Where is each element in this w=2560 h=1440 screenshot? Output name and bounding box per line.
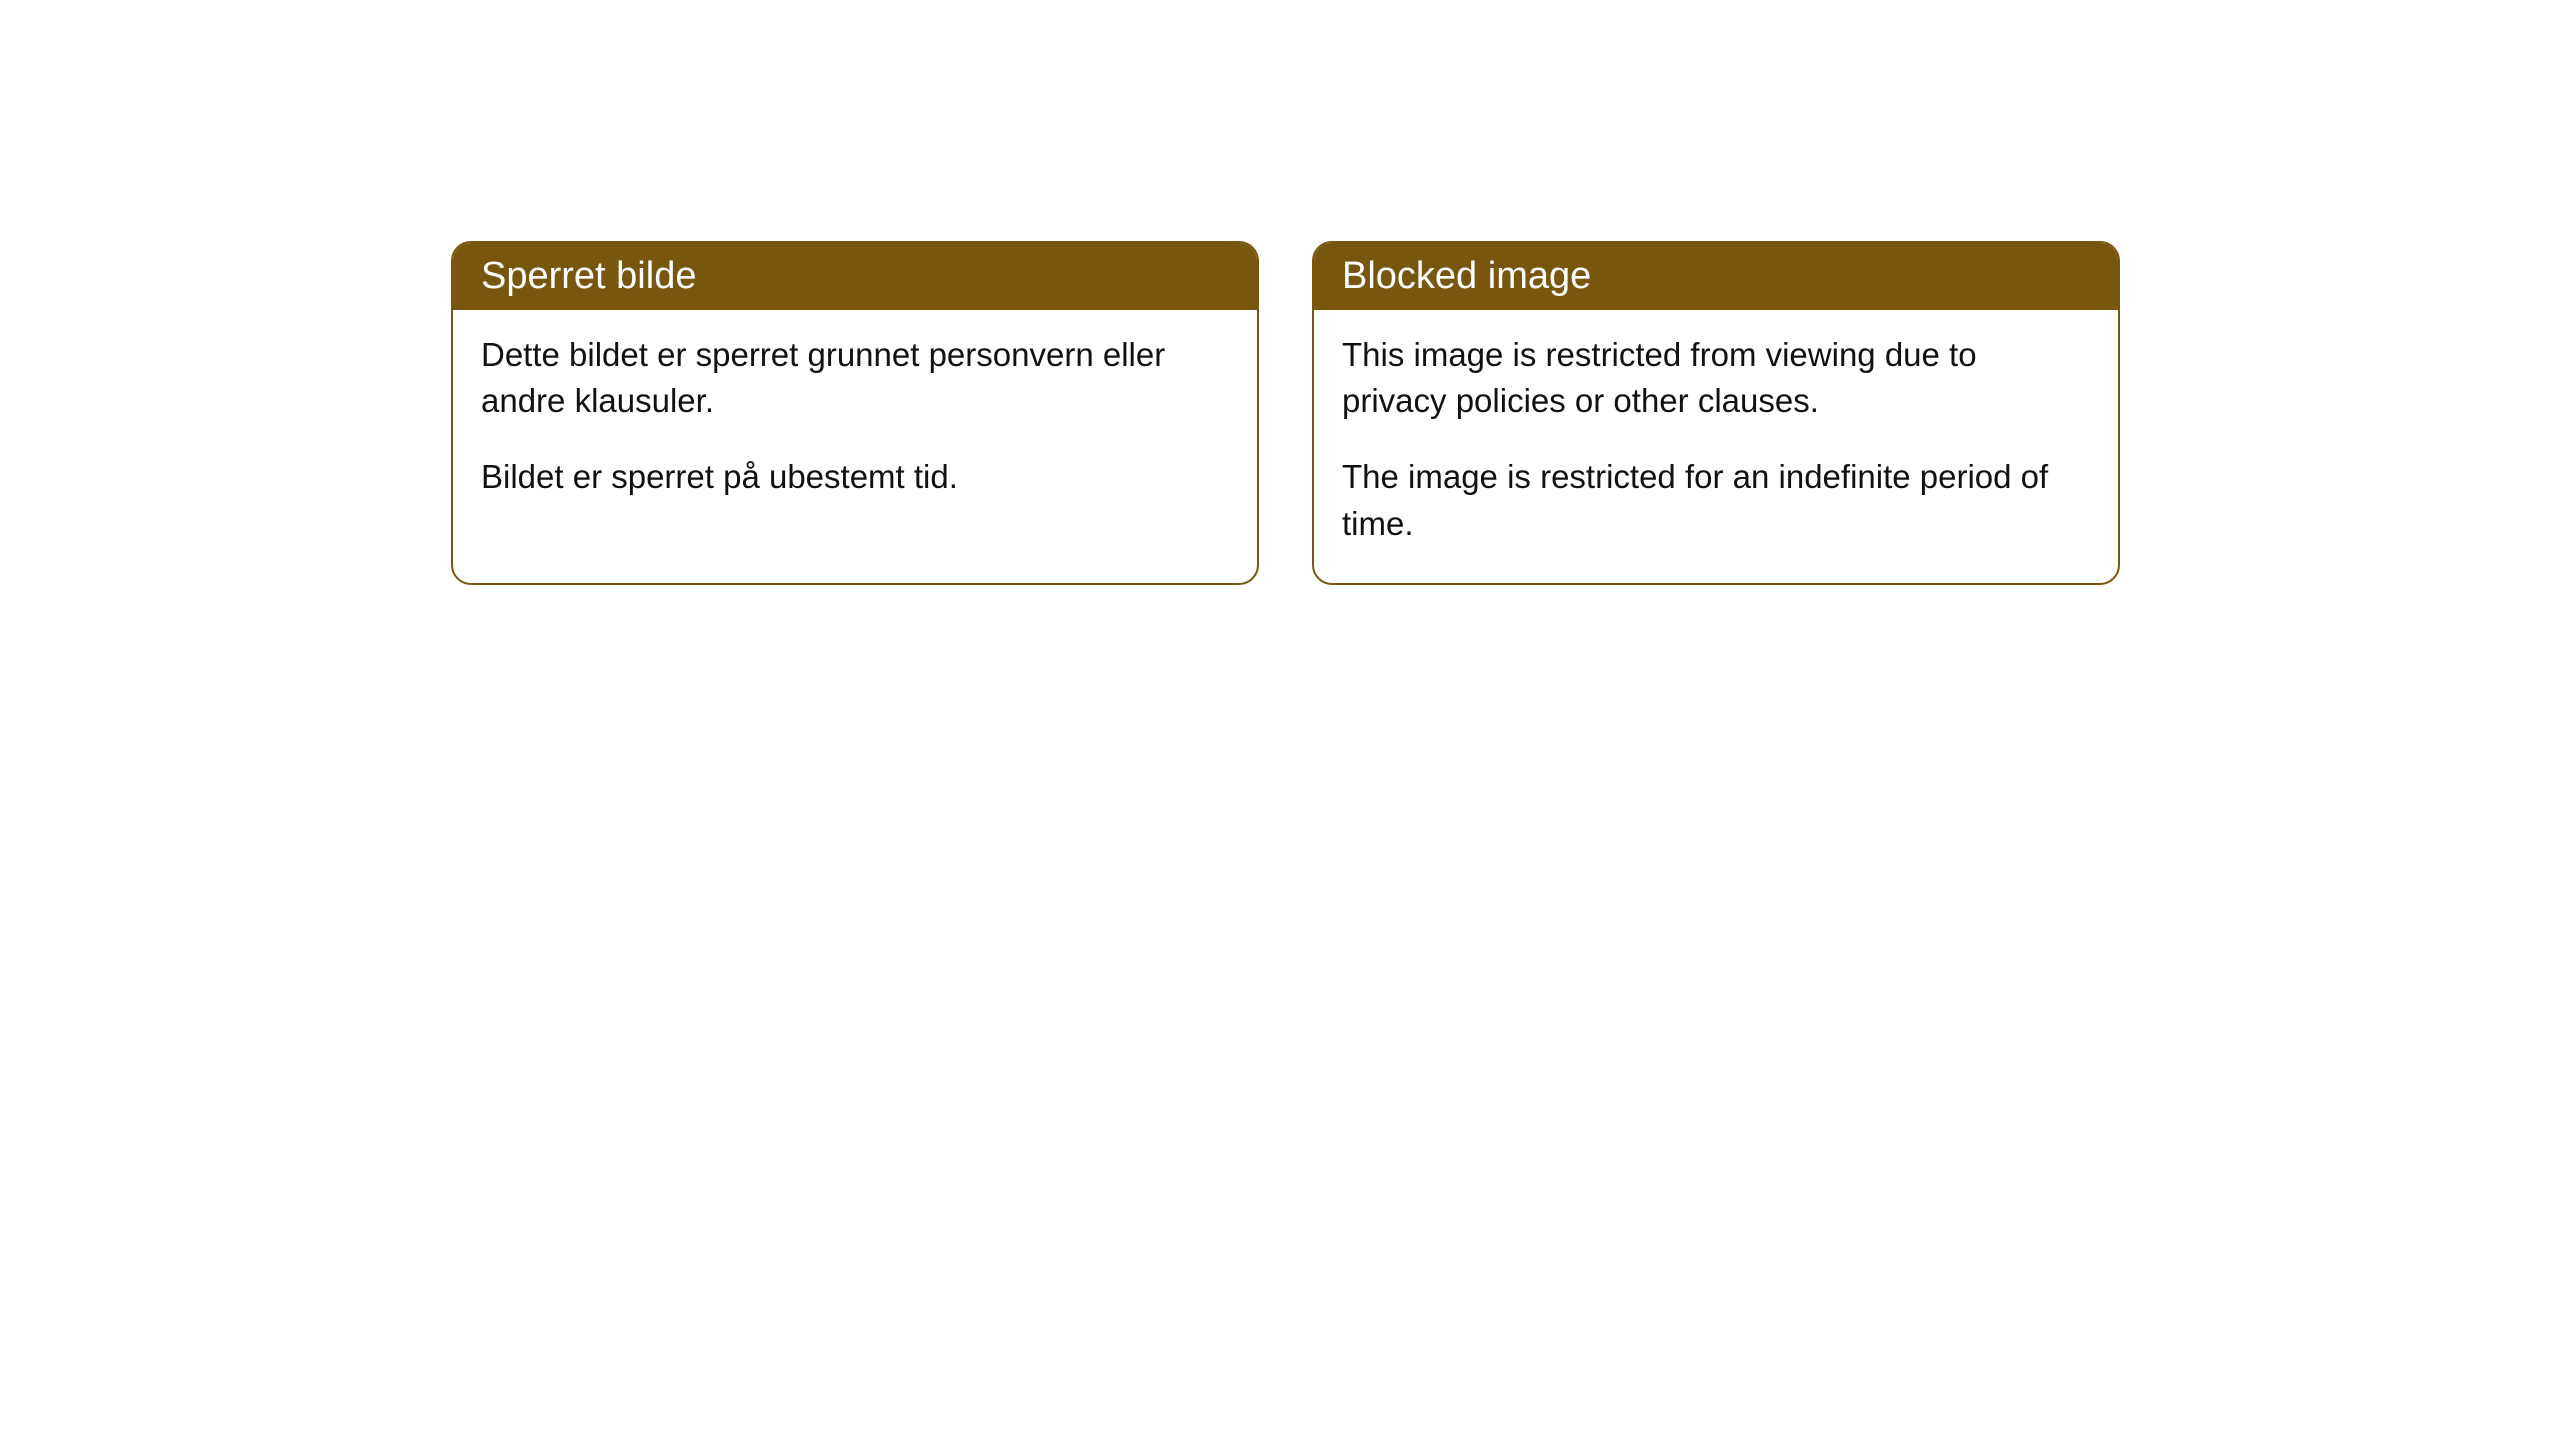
notice-card-paragraph: The image is restricted for an indefinit… <box>1342 454 2090 546</box>
notice-card-paragraph: This image is restricted from viewing du… <box>1342 332 2090 424</box>
notice-card-paragraph: Bildet er sperret på ubestemt tid. <box>481 454 1229 500</box>
notice-card-body: This image is restricted from viewing du… <box>1314 310 2118 583</box>
notice-card-header: Sperret bilde <box>453 243 1257 310</box>
notice-card-english: Blocked image This image is restricted f… <box>1312 241 2120 585</box>
notice-card-header: Blocked image <box>1314 243 2118 310</box>
notice-card-body: Dette bildet er sperret grunnet personve… <box>453 310 1257 537</box>
notice-card-title: Sperret bilde <box>481 255 696 297</box>
notice-card-title: Blocked image <box>1342 255 1591 297</box>
notice-cards-container: Sperret bilde Dette bildet er sperret gr… <box>451 241 2120 585</box>
notice-card-norwegian: Sperret bilde Dette bildet er sperret gr… <box>451 241 1259 585</box>
notice-card-paragraph: Dette bildet er sperret grunnet personve… <box>481 332 1229 424</box>
